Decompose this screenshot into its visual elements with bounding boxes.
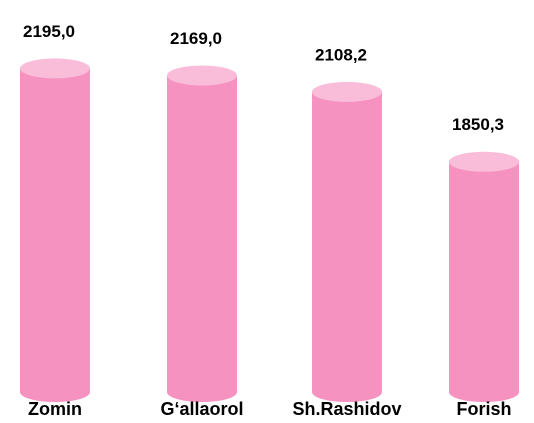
x-tick-label: Forish <box>456 399 511 419</box>
value-label: 1850,3 <box>452 115 504 134</box>
value-label: 2169,0 <box>170 29 222 48</box>
bar <box>20 68 90 392</box>
x-tick-label: Sh.Rashidov <box>292 399 401 419</box>
bar-top <box>312 81 382 102</box>
bar-top <box>449 151 519 172</box>
bar <box>167 75 237 393</box>
bar <box>312 91 382 393</box>
value-label: 2195,0 <box>23 22 75 41</box>
x-tick-label: G‘allaorol <box>160 399 243 419</box>
bar <box>449 161 519 392</box>
value-label: 2108,2 <box>315 45 367 64</box>
bar-top <box>167 65 237 86</box>
x-tick-label: Zomin <box>28 399 82 419</box>
bar-top <box>20 58 90 79</box>
